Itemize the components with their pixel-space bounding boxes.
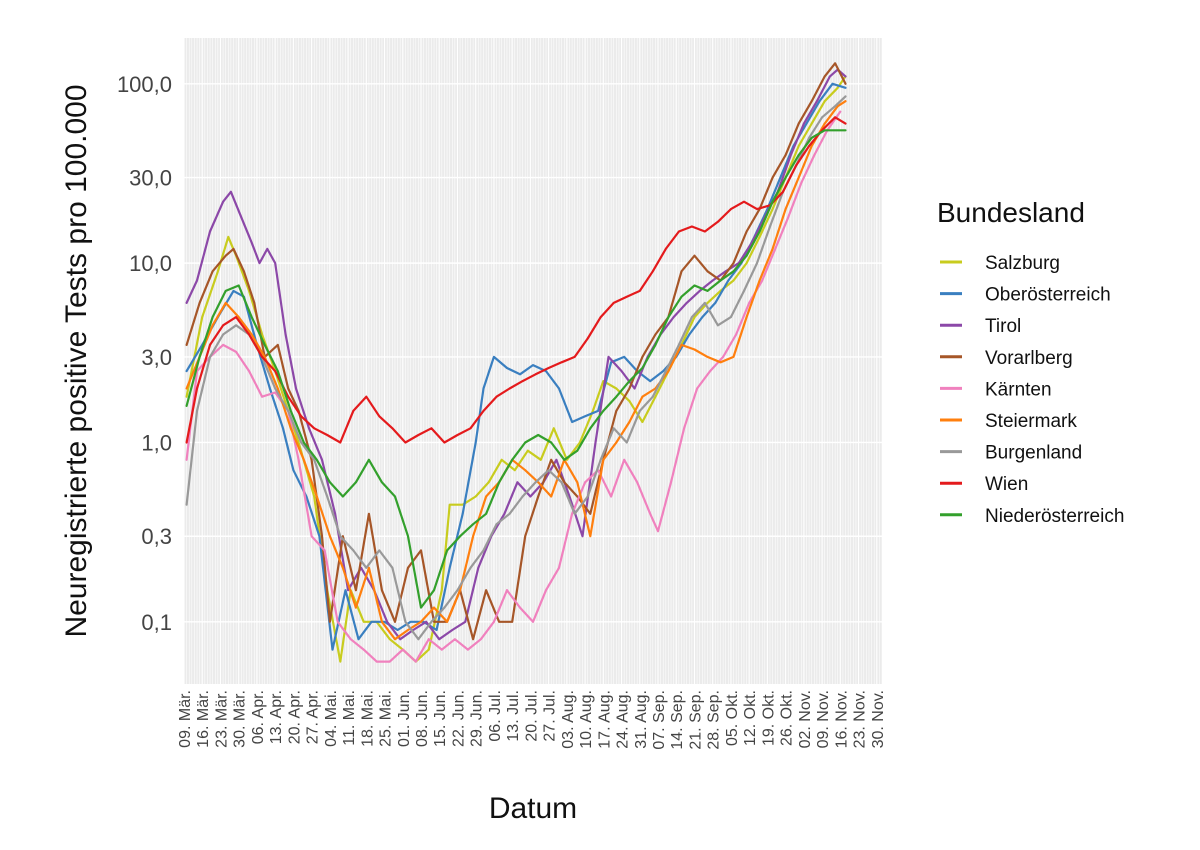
x-tick-label: 01. Jun. — [396, 690, 413, 747]
x-tick-label: 27. Jul. — [542, 690, 559, 742]
y-tick-label: 0,3 — [141, 524, 172, 549]
x-tick-label: 31. Aug. — [633, 690, 650, 749]
legend-label: Vorarlberg — [985, 348, 1073, 369]
series-line-vorarlberg — [185, 62, 847, 641]
x-tick-label: 07. Sep. — [651, 690, 668, 750]
legend-items: Salzburg Oberösterreich Tirol Vorarlberg Kär… — [940, 253, 1124, 527]
x-tick-label: 22. Jun. — [450, 690, 467, 747]
legend: Bundesland Salzburg Oberösterreich Tirol Vo… — [937, 197, 1124, 527]
x-tick-label: 30. Nov. — [870, 690, 887, 748]
y-tick-label: 30,0 — [129, 166, 172, 191]
x-tick-label: 09. Nov. — [815, 690, 832, 748]
x-tick-label: 20. Jul. — [523, 690, 540, 742]
legend-label: Niederösterreich — [985, 506, 1124, 527]
x-axis-title: Datum — [489, 792, 577, 825]
series-line-niederösterreich — [185, 129, 847, 609]
series-line-tirol — [185, 68, 847, 641]
x-tick-label: 20. Apr. — [286, 690, 303, 744]
y-tick-label: 0,1 — [141, 610, 172, 635]
series-line-steiermark — [185, 100, 847, 641]
x-tick-label: 17. Aug. — [596, 690, 613, 749]
x-tick-label: 28. Sep. — [706, 690, 723, 750]
legend-item: Salzburg — [940, 253, 1060, 274]
x-tick-label: 25. Mai. — [378, 690, 395, 747]
legend-item: Burgenland — [940, 443, 1082, 464]
legend-item: Niederösterreich — [940, 506, 1124, 527]
x-axis-ticks: 09. Mär. 16. Mär. 23. Mär. 30. Mär. 06. Apr.… — [177, 690, 887, 750]
x-tick-label: 30. Mär. — [232, 690, 249, 748]
x-tick-label: 29. Jun. — [469, 690, 486, 747]
x-tick-label: 24. Aug. — [615, 690, 632, 749]
legend-item: Vorarlberg — [940, 348, 1073, 369]
legend-label: Salzburg — [985, 253, 1060, 274]
legend-item: Wien — [940, 474, 1028, 495]
legend-label: Steiermark — [985, 411, 1077, 432]
x-tick-label: 13. Apr. — [268, 690, 285, 744]
legend-title: Bundesland — [937, 197, 1085, 228]
y-tick-label: 10,0 — [129, 251, 172, 276]
x-tick-label: 21. Sep. — [687, 690, 704, 750]
x-tick-label: 23. Nov. — [852, 690, 869, 748]
y-tick-label: 100,0 — [117, 72, 172, 97]
x-tick-label: 26. Okt. — [779, 690, 796, 746]
x-tick-label: 05. Okt. — [724, 690, 741, 746]
x-tick-label: 04. Mai. — [323, 690, 340, 747]
series-line-salzburg — [185, 75, 847, 663]
x-tick-label: 06. Apr. — [250, 690, 267, 744]
x-tick-label: 23. Mär. — [213, 690, 230, 748]
x-tick-label: 02. Nov. — [797, 690, 814, 748]
x-tick-label: 03. Aug. — [560, 690, 577, 749]
x-tick-label: 06. Jul. — [487, 690, 504, 742]
x-tick-label: 18. Mai. — [359, 690, 376, 747]
x-tick-label: 16. Mär. — [195, 690, 212, 748]
y-axis-ticks: 0,1 0,3 1,0 3,0 10,0 30,0 100,0 — [117, 72, 172, 635]
y-tick-label: 3,0 — [141, 345, 172, 370]
x-tick-label: 14. Sep. — [669, 690, 686, 750]
series-lines — [185, 62, 847, 663]
legend-item: Oberösterreich — [940, 285, 1111, 306]
x-tick-label: 12. Okt. — [742, 690, 759, 746]
x-tick-label: 15. Jun. — [432, 690, 449, 747]
legend-item: Kärnten — [940, 379, 1052, 400]
x-tick-label: 08. Jun. — [414, 690, 431, 747]
legend-label: Tirol — [985, 316, 1021, 337]
series-line-burgenland — [185, 95, 847, 641]
legend-label: Burgenland — [985, 443, 1082, 464]
x-tick-label: 19. Okt. — [760, 690, 777, 746]
series-line-oberösterreich — [185, 82, 847, 651]
y-axis-title: Neuregistrierte positive Tests pro 100.0… — [60, 84, 93, 637]
x-tick-label: 16. Nov. — [833, 690, 850, 748]
legend-label: Oberösterreich — [985, 285, 1111, 306]
x-tick-label: 10. Aug. — [578, 690, 595, 749]
legend-item: Steiermark — [940, 411, 1077, 432]
x-tick-label: 11. Mai. — [341, 690, 358, 746]
series-line-wien — [185, 116, 847, 444]
legend-label: Wien — [985, 474, 1028, 495]
x-tick-label: 27. Apr. — [305, 690, 322, 744]
legend-label: Kärnten — [985, 379, 1052, 400]
x-tick-label: 09. Mär. — [177, 690, 194, 748]
legend-item: Tirol — [940, 316, 1021, 337]
x-tick-label: 13. Jul. — [505, 690, 522, 742]
y-tick-label: 1,0 — [141, 430, 172, 455]
